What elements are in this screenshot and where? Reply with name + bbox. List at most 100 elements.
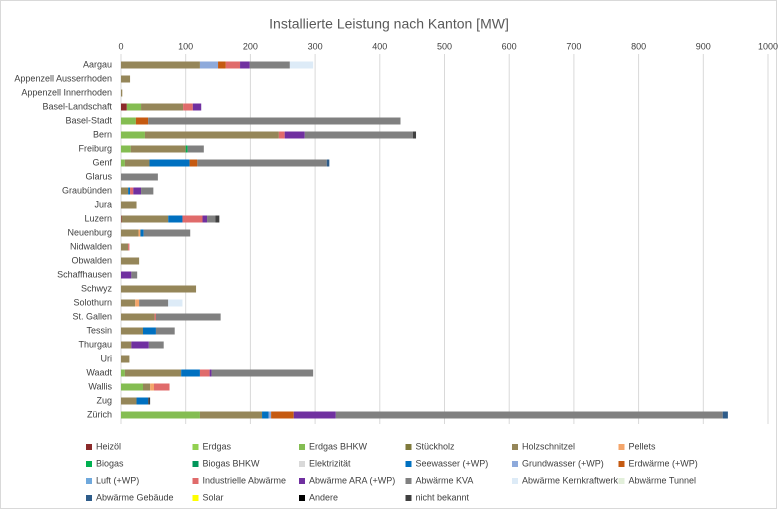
bar-segment bbox=[121, 201, 137, 209]
y-tick-label: Nidwalden bbox=[70, 241, 112, 251]
bar-segment bbox=[150, 383, 154, 391]
legend-label: Elektrizität bbox=[309, 458, 351, 468]
x-tick-label: 900 bbox=[696, 41, 711, 51]
bar-segment bbox=[199, 61, 219, 69]
bar-segment bbox=[168, 215, 183, 223]
bar-segment bbox=[121, 299, 136, 307]
legend-label: Seewasser (+WP) bbox=[416, 458, 489, 468]
bar-segment bbox=[121, 383, 143, 391]
x-tick-label: 200 bbox=[243, 41, 258, 51]
y-tick-label: Freiburg bbox=[78, 143, 112, 153]
y-tick-label: Zug bbox=[96, 395, 112, 405]
bar-segment bbox=[199, 411, 263, 419]
bar-segment bbox=[121, 285, 197, 293]
legend-swatch bbox=[405, 444, 412, 450]
bar-segment bbox=[121, 61, 200, 69]
bar-segment bbox=[189, 159, 198, 167]
bar-segment bbox=[304, 131, 413, 139]
y-tick-label: Uri bbox=[101, 353, 113, 363]
legend-swatch bbox=[299, 495, 305, 501]
y-tick-label: Obwalden bbox=[71, 255, 112, 265]
legend-label: Solar bbox=[203, 492, 224, 502]
bar-segment bbox=[121, 145, 131, 153]
bar-segment bbox=[141, 187, 154, 195]
bar-segment bbox=[121, 187, 129, 195]
legend-swatch bbox=[86, 495, 92, 501]
legend-swatch bbox=[405, 461, 412, 467]
legend-swatch bbox=[86, 444, 92, 450]
legend-swatch bbox=[299, 461, 305, 467]
bar-segment bbox=[199, 369, 210, 377]
legend-label: Biogas BHKW bbox=[203, 458, 261, 468]
bar-segment bbox=[121, 159, 125, 167]
legend-label: Abwärme Kernkraftwerk bbox=[522, 475, 619, 485]
bar-segment bbox=[121, 103, 127, 111]
bar-segment bbox=[121, 131, 145, 139]
bar-segment bbox=[128, 243, 130, 251]
bar-segment bbox=[240, 61, 250, 69]
bar-segment bbox=[121, 215, 122, 223]
y-tick-label: St. Gallen bbox=[72, 311, 112, 321]
bar-segment bbox=[168, 299, 183, 307]
x-tick-label: 500 bbox=[437, 41, 452, 51]
legend-swatch bbox=[192, 461, 199, 467]
bar-segment bbox=[128, 187, 131, 195]
legend-swatch bbox=[512, 444, 518, 450]
bar-segment bbox=[268, 411, 272, 419]
legend-label: Abwärme ARA (+WP) bbox=[309, 475, 395, 485]
bar-segment bbox=[722, 411, 728, 419]
bar-segment bbox=[155, 313, 221, 321]
bar-segment bbox=[211, 369, 314, 377]
bar-segment bbox=[126, 103, 142, 111]
bar-segment bbox=[148, 397, 151, 405]
legend-swatch bbox=[618, 478, 625, 484]
y-tick-label: Tessin bbox=[86, 325, 112, 335]
y-tick-label: Appenzell Ausserrhoden bbox=[14, 73, 112, 83]
chart-title: Installierte Leistung nach Kanton [MW] bbox=[269, 16, 509, 32]
bar-segment bbox=[412, 131, 417, 139]
bar-segment bbox=[153, 383, 170, 391]
legend-label: Stückholz bbox=[416, 441, 456, 451]
x-tick-label: 700 bbox=[566, 41, 581, 51]
legend-label: Erdgas BHKW bbox=[309, 441, 368, 451]
bar-segment bbox=[121, 355, 130, 363]
bar-segment bbox=[121, 313, 155, 321]
y-tick-label: Basel-Landschaft bbox=[42, 101, 112, 111]
bar-segment bbox=[183, 103, 193, 111]
bar-segment bbox=[185, 145, 188, 153]
bar-segment bbox=[149, 159, 190, 167]
legend-swatch bbox=[405, 495, 412, 501]
bar-segment bbox=[121, 397, 137, 405]
bar-segment bbox=[142, 383, 151, 391]
y-tick-label: Bern bbox=[93, 129, 112, 139]
bar-segment bbox=[326, 159, 330, 167]
bar-segment bbox=[148, 117, 401, 125]
legend-swatch bbox=[86, 478, 92, 484]
bar-segment bbox=[215, 215, 220, 223]
bar-segment bbox=[136, 397, 149, 405]
bar-segment bbox=[202, 215, 208, 223]
bar-segment bbox=[284, 131, 305, 139]
bar-segment bbox=[124, 369, 182, 377]
bar-segment bbox=[121, 229, 139, 237]
y-tick-label: Aargau bbox=[83, 59, 112, 69]
bar-segment bbox=[335, 411, 723, 419]
y-tick-label: Wallis bbox=[88, 381, 112, 391]
y-tick-label: Schaffhausen bbox=[57, 269, 112, 279]
legend-swatch bbox=[299, 478, 305, 484]
bar-segment bbox=[121, 271, 132, 279]
bar-segment bbox=[225, 61, 241, 69]
bar-segment bbox=[207, 215, 216, 223]
bar-segment bbox=[142, 327, 156, 335]
y-tick-label: Basel-Stadt bbox=[65, 115, 112, 125]
bar-segment bbox=[121, 327, 143, 335]
bar-segment bbox=[130, 145, 186, 153]
bar-segment bbox=[218, 61, 226, 69]
legend-swatch bbox=[512, 461, 518, 467]
bar-segment bbox=[187, 145, 204, 153]
y-tick-label: Thurgau bbox=[78, 339, 112, 349]
bar-segment bbox=[262, 411, 269, 419]
